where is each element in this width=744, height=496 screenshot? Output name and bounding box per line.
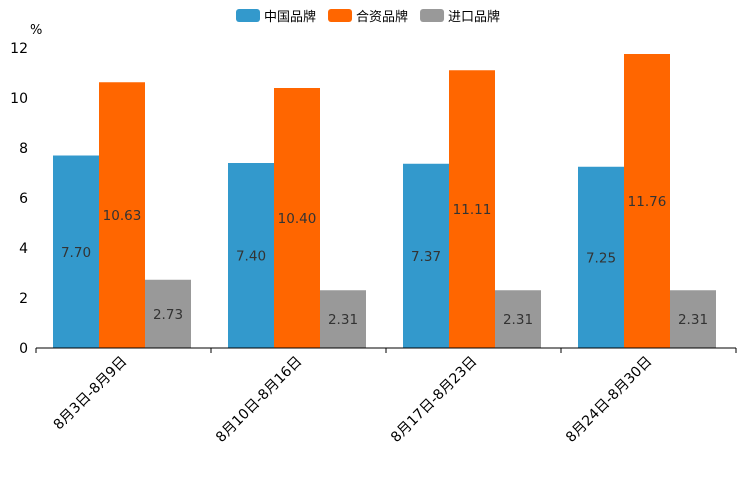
data-label: 2.73 <box>153 307 183 323</box>
bar-3-1 <box>145 279 191 348</box>
data-label: 11.76 <box>628 194 667 210</box>
data-label: 7.37 <box>411 249 441 265</box>
y-axis-unit-label: % <box>30 23 42 38</box>
bar-2-2 <box>274 88 320 348</box>
bar-2-3 <box>449 70 495 348</box>
data-label: 7.25 <box>586 250 616 266</box>
bar-1-2 <box>228 163 274 348</box>
y-tick-label: 8 <box>19 141 28 157</box>
legend-label: 合资品牌 <box>356 9 408 25</box>
bar-3-2 <box>320 290 366 348</box>
bars: 7.70 10.63 2.73 7.40 10.40 2.31 7.37 11.11 2.31 7… <box>53 54 716 348</box>
bar-1-4 <box>578 166 624 348</box>
bar-1-1 <box>53 155 99 348</box>
data-label: 2.31 <box>678 312 708 328</box>
x-category-label: 8月10日-8月16日 <box>213 354 305 446</box>
bar-3-4 <box>670 290 716 348</box>
x-category-label: 8月17日-8月23日 <box>388 354 480 446</box>
y-tick-label: 4 <box>19 241 28 257</box>
data-label: 7.40 <box>236 249 266 265</box>
y-tick-label: 2 <box>19 291 28 307</box>
y-tick-label: 0 <box>19 341 28 357</box>
x-axis: 8月3日-8月9日 8月10日-8月16日 8月17日-8月23日 8月24日-8月3… <box>35 347 737 446</box>
y-tick-label: 12 <box>10 41 28 57</box>
x-category-label: 8月3日-8月9日 <box>51 354 131 434</box>
legend-label: 中国品牌 <box>264 9 316 25</box>
bar-1-3 <box>403 163 449 348</box>
y-axis: 0 2 4 6 8 10 12 <box>10 41 28 357</box>
x-category-label: 8月24日-8月30日 <box>563 354 655 446</box>
legend-swatch-1 <box>236 9 260 22</box>
data-label: 2.31 <box>328 312 358 328</box>
data-label: 2.31 <box>503 312 533 328</box>
data-label: 11.11 <box>453 202 492 218</box>
data-label: 10.63 <box>103 208 142 224</box>
legend-swatch-2 <box>328 9 353 22</box>
y-tick-label: 6 <box>19 191 28 207</box>
y-tick-label: 10 <box>10 91 28 107</box>
legend: 中国品牌 合资品牌 进口品牌 <box>236 9 500 25</box>
bar-2-4 <box>624 54 670 348</box>
data-label: 7.70 <box>61 245 91 261</box>
data-label: 10.40 <box>278 211 317 227</box>
bar-3-3 <box>495 290 541 348</box>
bar-2-1 <box>99 82 145 348</box>
legend-label: 进口品牌 <box>448 9 500 25</box>
legend-swatch-3 <box>420 9 445 22</box>
